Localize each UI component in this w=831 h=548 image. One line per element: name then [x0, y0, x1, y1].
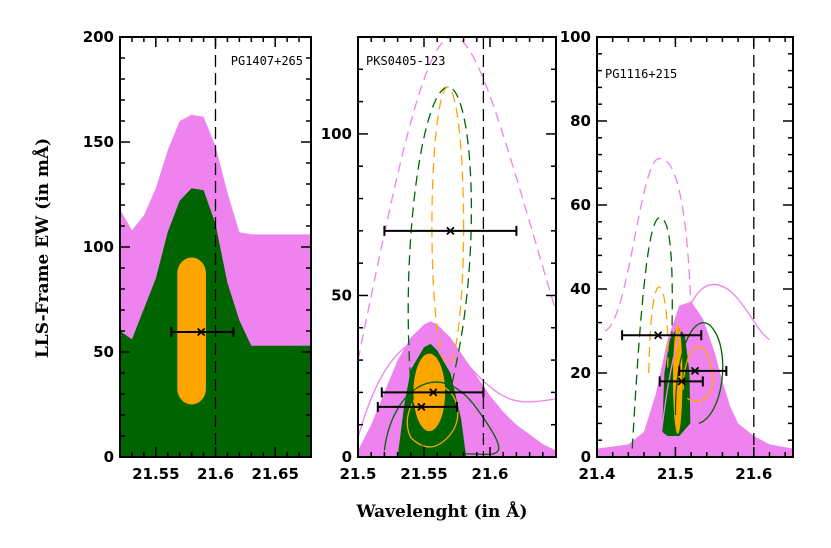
x-tick-label: 21.4 — [578, 465, 615, 483]
y-tick-label: 150 — [83, 133, 114, 151]
outer-dashed-contour — [604, 158, 692, 332]
data-point — [621, 330, 703, 341]
panel-label: PKS0405-123 — [366, 54, 445, 68]
x-marker — [446, 226, 455, 235]
panel-frame — [357, 36, 557, 458]
x-tick-label: 21.6 — [197, 465, 234, 483]
y-tick-label: 200 — [83, 28, 114, 46]
panel-pks0405: 0 50 100 21.5 21.55 21.6 PKS0405-123 — [321, 36, 557, 483]
y-tick-label: 100 — [321, 125, 352, 143]
panel-label: PG1407+265 — [231, 54, 303, 68]
x-marker — [197, 327, 206, 337]
inner-dashed-contour — [648, 286, 669, 374]
y-tick-label: 0 — [342, 448, 352, 466]
data-point — [170, 327, 235, 338]
panel-frame — [596, 36, 794, 458]
inner-contour-fill — [177, 257, 206, 405]
y-tick-label: 0 — [581, 448, 591, 466]
y-tick-label: 40 — [570, 280, 591, 298]
x-tick-label: 21.65 — [251, 465, 298, 483]
y-axis-title: LLS-Frame EW (in mÅ) — [31, 138, 53, 358]
x-marker — [417, 402, 426, 412]
y-tick-label: 50 — [93, 343, 114, 361]
outer-contour-line — [659, 284, 770, 449]
y-tick-label: 50 — [331, 286, 352, 304]
inner-contour-line — [682, 346, 713, 402]
x-tick-label: 21.5 — [339, 465, 376, 483]
middle-dashed-contour — [631, 216, 673, 449]
outer-contour-fill — [597, 301, 793, 457]
data-point — [376, 401, 458, 412]
x-marker — [690, 366, 700, 376]
y-tick-label: 60 — [570, 196, 591, 214]
plot-area — [358, 37, 556, 457]
x-axis-title: Wavelenght (in Å) — [356, 500, 528, 522]
y-tick-label: 100 — [83, 238, 114, 256]
data-point — [678, 365, 728, 376]
y-tick-label: 80 — [570, 112, 591, 130]
y-tick-label: 20 — [570, 364, 591, 382]
x-marker — [677, 377, 686, 386]
data-point — [383, 225, 518, 236]
x-tick-label: 21.55 — [132, 465, 179, 483]
y-tick-label: 100 — [560, 28, 591, 46]
middle-contour-fill — [120, 188, 311, 457]
y-tick-label: 0 — [104, 448, 114, 466]
x-tick-label: 21.55 — [400, 465, 447, 483]
middle-contour-line — [674, 322, 724, 425]
outer-dashed-contour — [358, 37, 556, 361]
x-marker — [429, 388, 438, 397]
data-point — [380, 387, 485, 398]
outer-contour-line — [358, 338, 556, 438]
data-point — [658, 376, 704, 387]
panel-label: PG1116+215 — [605, 67, 677, 81]
x-marker — [654, 331, 663, 340]
plot-area — [120, 37, 311, 457]
plot-area — [597, 37, 793, 457]
panel-pg1407: 0 50 100 150 200 21.55 21.6 21.65 PG1407+265 — [83, 28, 312, 483]
inner-dashed-contour — [431, 86, 465, 366]
x-tick-label: 21.6 — [735, 465, 772, 483]
x-tick-label: 21.6 — [471, 465, 508, 483]
middle-dashed-contour — [407, 86, 473, 451]
panel-pg1116: 0 20 40 60 80 100 21.4 21.5 21.6 PG1116+215 — [560, 28, 794, 483]
x-tick-label: 21.5 — [657, 465, 694, 483]
